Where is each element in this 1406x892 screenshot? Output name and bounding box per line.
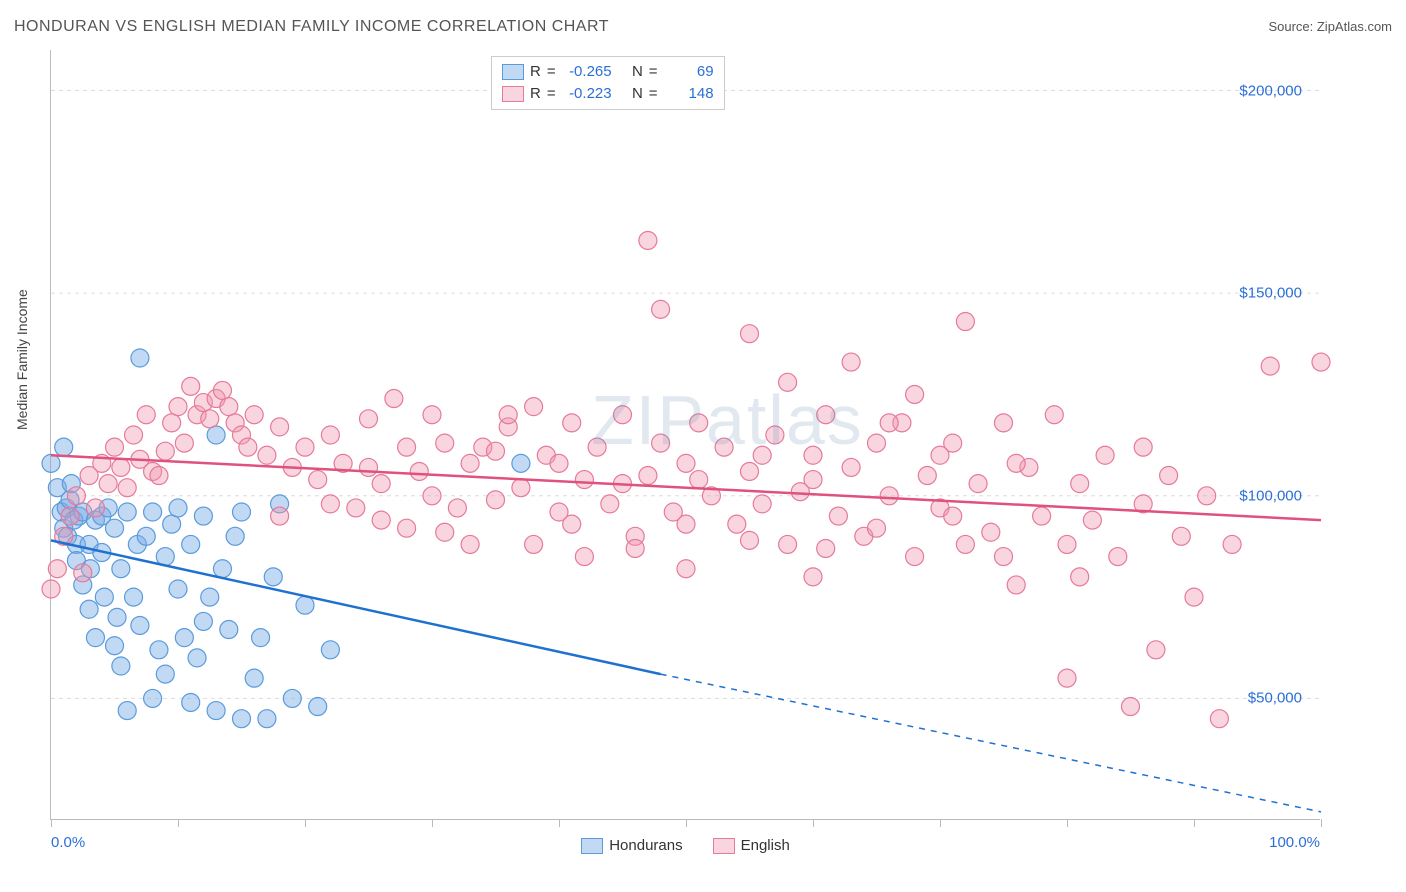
xtick: [1321, 819, 1322, 827]
y-axis-label: Median Family Income: [14, 289, 30, 430]
xtick-label: 0.0%: [51, 834, 85, 851]
ytick-label: $200,000: [1239, 82, 1302, 99]
ytick-label: $50,000: [1248, 690, 1302, 707]
chart-title: HONDURAN VS ENGLISH MEDIAN FAMILY INCOME…: [14, 18, 609, 36]
legend-label-1: English: [741, 837, 790, 854]
stat-r-label: R: [530, 61, 541, 83]
xtick: [1067, 819, 1068, 827]
stat-n-val-0: 69: [664, 61, 714, 83]
xtick: [305, 819, 306, 827]
plot-area: ZIPatlas R = -0.265 N = 69 R = -0.223 N …: [50, 50, 1320, 820]
xtick: [686, 819, 687, 827]
xtick: [813, 819, 814, 827]
xtick: [432, 819, 433, 827]
stat-eq-4: =: [649, 83, 658, 105]
xtick: [1194, 819, 1195, 827]
legend-item-0: Hondurans: [581, 837, 682, 854]
stat-n-label: N: [632, 61, 643, 83]
stats-box: R = -0.265 N = 69 R = -0.223 N = 148: [491, 56, 725, 110]
stats-swatch-0: [502, 64, 524, 80]
stat-r-val-0: -0.265: [562, 61, 612, 83]
xtick: [940, 819, 941, 827]
legend-item-1: English: [713, 837, 790, 854]
xtick: [559, 819, 560, 827]
chart-svg: [51, 50, 1320, 819]
ytick-label: $150,000: [1239, 285, 1302, 302]
legend-swatch-1: [713, 838, 735, 854]
stats-row-1: R = -0.223 N = 148: [502, 83, 714, 105]
ytick-label: $100,000: [1239, 487, 1302, 504]
stat-eq: =: [547, 61, 556, 83]
source-label: Source: ZipAtlas.com: [1268, 19, 1392, 34]
xtick: [51, 819, 52, 827]
stat-r-val-1: -0.223: [562, 83, 612, 105]
stat-n-label-1: N: [632, 83, 643, 105]
xtick-label: 100.0%: [1269, 834, 1320, 851]
stat-n-val-1: 148: [664, 83, 714, 105]
stat-eq-3: =: [547, 83, 556, 105]
legend-label-0: Hondurans: [609, 837, 682, 854]
stats-row-0: R = -0.265 N = 69: [502, 61, 714, 83]
legend: Hondurans English: [51, 837, 1320, 854]
legend-swatch-0: [581, 838, 603, 854]
stat-eq-2: =: [649, 61, 658, 83]
stat-r-label-1: R: [530, 83, 541, 105]
stats-swatch-1: [502, 86, 524, 102]
xtick: [178, 819, 179, 827]
